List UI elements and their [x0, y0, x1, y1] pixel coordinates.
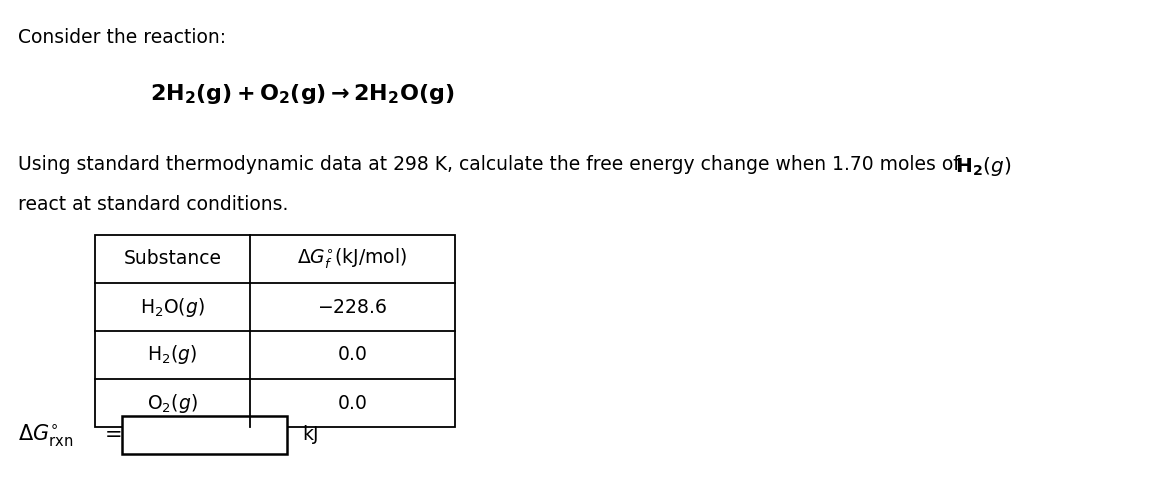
Bar	[95, 235, 455, 427]
Text: $\Delta G_f^{\circ}\mathrm{(kJ/mol)}$: $\Delta G_f^{\circ}\mathrm{(kJ/mol)}$	[298, 247, 407, 271]
Text: $\Delta G^{\circ}_{\mathrm{rxn}}$: $\Delta G^{\circ}_{\mathrm{rxn}}$	[18, 422, 74, 448]
Text: $-228.6$: $-228.6$	[317, 297, 388, 317]
Text: =: =	[105, 425, 123, 445]
Text: Substance: Substance	[123, 249, 222, 269]
Text: $0.0$: $0.0$	[337, 345, 368, 365]
Text: $\mathrm{H_2}(g)$: $\mathrm{H_2}(g)$	[147, 343, 198, 367]
Bar	[122, 416, 288, 454]
Text: Using standard thermodynamic data at 298 K, calculate the free energy change whe: Using standard thermodynamic data at 298…	[18, 155, 966, 174]
Text: $0.0$: $0.0$	[337, 393, 368, 413]
Text: react at standard conditions.: react at standard conditions.	[18, 195, 289, 214]
Text: $\mathrm{H_2O}(g)$: $\mathrm{H_2O}(g)$	[140, 295, 205, 318]
Text: $\mathbf{H_2}(g)$: $\mathbf{H_2}(g)$	[954, 155, 1011, 178]
Text: $\mathrm{O_2}(g)$: $\mathrm{O_2}(g)$	[147, 392, 198, 415]
Text: $\mathbf{2H_2(g) + O_2(g) \rightarrow 2H_2O(g)}$: $\mathbf{2H_2(g) + O_2(g) \rightarrow 2H…	[150, 82, 454, 106]
Text: Consider the reaction:: Consider the reaction:	[18, 28, 227, 47]
Text: kJ: kJ	[302, 425, 319, 444]
